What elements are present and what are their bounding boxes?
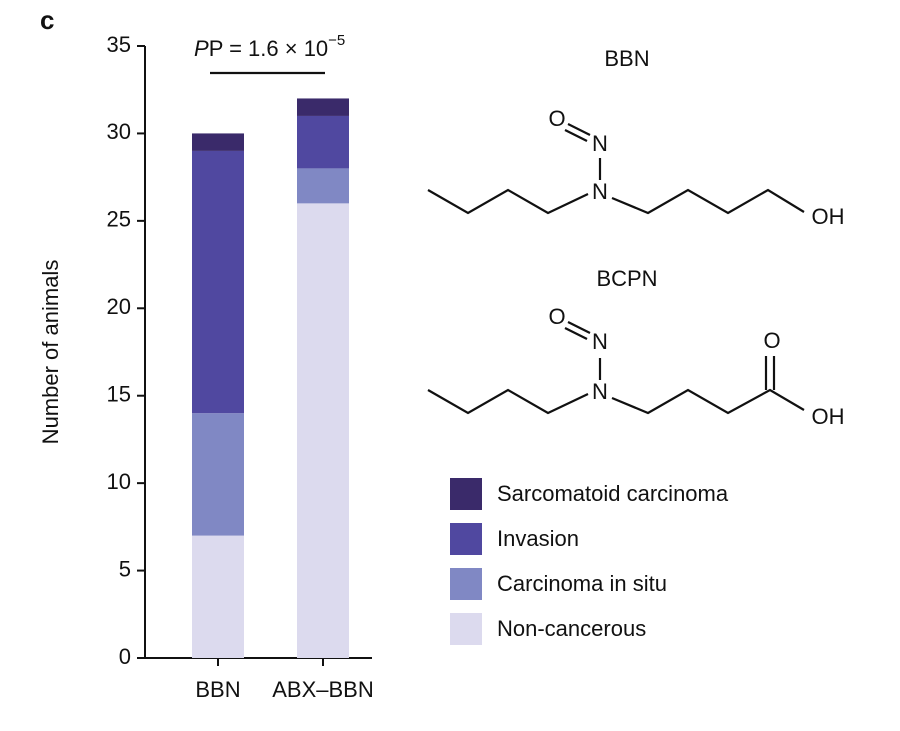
atom: N bbox=[592, 379, 608, 404]
legend-swatch bbox=[450, 568, 482, 600]
atom: OH bbox=[812, 204, 845, 229]
atom: N bbox=[592, 179, 608, 204]
atom: OH bbox=[812, 404, 845, 429]
p-value: PP = 1.6 × 10−5 bbox=[194, 32, 345, 61]
atom: O bbox=[763, 328, 780, 353]
structure-name: BCPN bbox=[596, 266, 657, 291]
y-tick-label: 5 bbox=[119, 556, 131, 581]
y-tick-label: 25 bbox=[107, 207, 131, 232]
legend-label: Invasion bbox=[497, 526, 579, 551]
panel-label: c bbox=[40, 5, 54, 35]
legend-label: Carcinoma in situ bbox=[497, 571, 667, 596]
structure-name: BBN bbox=[604, 46, 649, 71]
bond bbox=[611, 388, 805, 415]
legend-label: Non-cancerous bbox=[497, 616, 646, 641]
bond bbox=[567, 123, 591, 136]
bar-segment bbox=[192, 133, 244, 151]
x-tick-label: BBN bbox=[195, 677, 240, 702]
bond bbox=[564, 327, 588, 340]
bbn-structure: BBN O N N OH bbox=[427, 46, 845, 229]
bond bbox=[427, 388, 589, 415]
y-tick-label: 20 bbox=[107, 294, 131, 319]
bar-segment bbox=[192, 150, 244, 414]
bond bbox=[567, 321, 591, 334]
legend-swatch bbox=[450, 613, 482, 645]
y-axis-label: Number of animals bbox=[38, 260, 63, 445]
bar-segment bbox=[297, 115, 349, 169]
bar-segment bbox=[192, 535, 244, 658]
atom: N bbox=[592, 131, 608, 156]
y-tick-label: 35 bbox=[107, 32, 131, 57]
y-tick-label: 15 bbox=[107, 382, 131, 407]
y-tick-label: 30 bbox=[107, 119, 131, 144]
bar-segment bbox=[297, 98, 349, 116]
atom: O bbox=[548, 106, 565, 131]
x-tick-label: ABX–BBN bbox=[272, 677, 374, 702]
bond bbox=[427, 188, 589, 215]
atom: O bbox=[548, 304, 565, 329]
y-tick-label: 0 bbox=[119, 644, 131, 669]
bar-segment bbox=[297, 203, 349, 658]
bcpn-structure: BCPN O N N O OH bbox=[427, 266, 845, 429]
bond bbox=[611, 188, 805, 215]
legend-swatch bbox=[450, 523, 482, 555]
bar-segment bbox=[297, 168, 349, 204]
atom: N bbox=[592, 329, 608, 354]
bar-segment bbox=[192, 413, 244, 536]
bond bbox=[564, 129, 588, 142]
legend-swatch bbox=[450, 478, 482, 510]
legend-label: Sarcomatoid carcinoma bbox=[497, 481, 729, 506]
y-tick-label: 10 bbox=[107, 469, 131, 494]
